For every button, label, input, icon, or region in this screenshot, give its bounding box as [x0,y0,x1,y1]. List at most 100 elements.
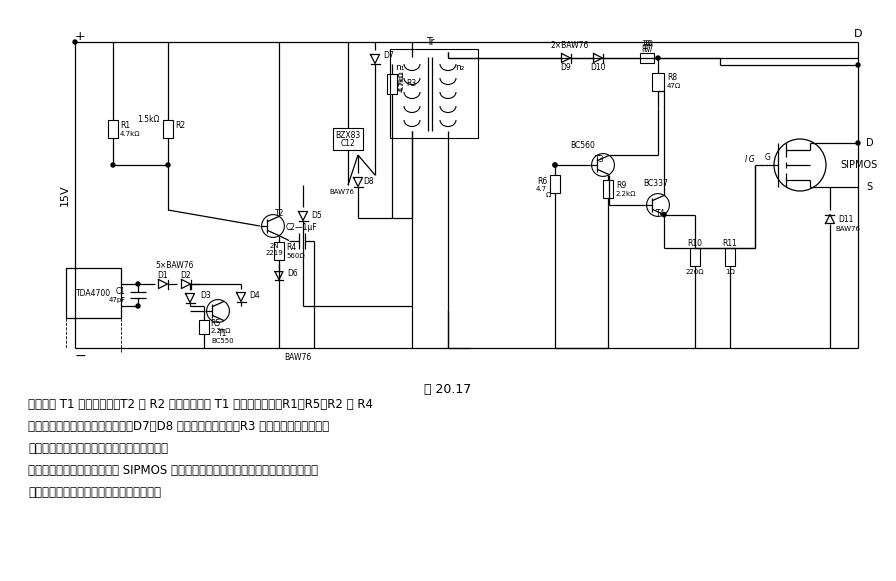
Text: R2: R2 [175,121,185,131]
Text: R7: R7 [642,45,653,55]
Text: 图 20.17: 图 20.17 [425,383,471,396]
Text: 4.7: 4.7 [536,186,547,192]
Text: R5: R5 [211,318,221,328]
Text: R9: R9 [616,181,626,190]
Text: T4: T4 [656,209,666,217]
Text: C2—1μF: C2—1μF [286,223,317,232]
Bar [66,268,121,318]
Text: R1: R1 [120,121,130,131]
Text: T1: T1 [219,328,228,338]
Text: BZX83: BZX83 [335,131,360,141]
Text: D1: D1 [158,271,168,279]
Bar [640,53,653,63]
Text: T2: T2 [275,210,285,218]
Text: R7: R7 [642,45,651,55]
Text: R4: R4 [286,243,297,252]
Text: 15V: 15V [60,184,70,206]
Text: R11: R11 [722,238,737,248]
Text: R8: R8 [667,74,677,83]
Text: 2.2kΩ: 2.2kΩ [616,191,636,196]
Bar [725,248,735,266]
Text: D: D [854,29,862,39]
Text: 4.7kΩ: 4.7kΩ [399,71,405,91]
Circle shape [656,56,660,60]
Text: 个，每个次级绕组都要有自己的放电回路。: 个，每个次级绕组都要有自己的放电回路。 [28,486,161,499]
Bar [690,248,700,266]
Text: D5: D5 [311,211,322,221]
Bar [333,128,363,150]
Bar [652,73,664,91]
Text: D11: D11 [838,214,853,224]
Circle shape [856,63,860,67]
Text: 1Ω: 1Ω [642,40,651,46]
Bar [390,49,478,138]
Text: n₂: n₂ [455,63,465,71]
Text: +: + [74,30,85,42]
Circle shape [111,163,115,167]
Text: D3: D3 [200,290,211,299]
Text: D8: D8 [363,178,374,187]
Bar [274,242,284,260]
Circle shape [136,304,140,308]
Text: T3: T3 [595,156,605,164]
Text: 2N: 2N [269,243,279,249]
Text: 1Ω: 1Ω [725,269,735,275]
Text: 4.7kΩ: 4.7kΩ [120,131,141,137]
Text: BC550: BC550 [211,338,235,344]
Text: BC337: BC337 [643,178,668,188]
Text: D4: D4 [249,290,260,299]
Text: C1: C1 [116,286,126,296]
Bar [108,120,118,138]
Text: 2×BAW76: 2×BAW76 [551,41,590,51]
Text: 该电路的特点是适于多个 SIPMOS 晶体管同时控制，此时变压器次级绕组可以有多: 该电路的特点是适于多个 SIPMOS 晶体管同时控制，此时变压器次级绕组可以有多 [28,464,318,477]
Text: G: G [765,152,771,162]
Text: D9: D9 [561,63,572,73]
Text: 47pF: 47pF [108,297,126,303]
Text: BAW76: BAW76 [329,189,354,195]
Circle shape [553,163,557,167]
Text: 220Ω: 220Ω [685,269,704,275]
Text: Tr: Tr [426,37,435,47]
Text: 该电路中 T1 用作反相级，T2 由 R2 控制，并可由 T1 使之快速截止。R1、R5、R2 和 R4: 该电路中 T1 用作反相级，T2 由 R2 控制，并可由 T1 使之快速截止。R… [28,398,373,411]
Text: D7: D7 [383,51,393,59]
Circle shape [662,213,666,217]
Bar [387,74,397,94]
Text: TDA4700: TDA4700 [76,289,111,297]
Text: I G: I G [745,155,754,163]
Text: S: S [866,182,872,192]
Text: D10: D10 [590,63,606,73]
Bar [199,320,209,334]
Text: SIPMOS: SIPMOS [840,160,877,170]
Text: −: − [74,349,86,363]
Bar [550,175,560,193]
Text: 1.5kΩ: 1.5kΩ [138,116,160,124]
Text: 5×BAW76: 5×BAW76 [155,261,194,271]
Text: D: D [866,138,874,148]
Text: R6: R6 [537,177,547,185]
Text: n₁: n₁ [395,63,405,71]
Text: 560Ω: 560Ω [286,253,305,259]
Text: R3: R3 [406,80,417,88]
Text: 47Ω: 47Ω [667,83,681,89]
Text: BAW76: BAW76 [284,353,311,363]
Bar [603,180,613,198]
Text: Ω: Ω [546,192,551,198]
Circle shape [553,163,557,167]
Text: D6: D6 [287,269,297,278]
Text: C12: C12 [340,139,356,149]
Bar [163,120,173,138]
Text: 2.2kΩ: 2.2kΩ [211,328,231,334]
Text: BC560: BC560 [571,141,596,149]
Circle shape [136,282,140,286]
Text: 1Ω: 1Ω [643,40,653,46]
Text: 4.7kΩ: 4.7kΩ [399,71,405,92]
Text: 用于防止电源电压升高时误导通，D7、D8 用于使变压器去磁，R3 用于衰减可能产生的振: 用于防止电源电压升高时误导通，D7、D8 用于使变压器去磁，R3 用于衰减可能产… [28,420,329,433]
Text: 荡。变压器次级部分元件的功能与初级类似。: 荡。变压器次级部分元件的功能与初级类似。 [28,442,168,455]
Circle shape [73,40,77,44]
Text: R10: R10 [687,238,702,248]
Text: 2219: 2219 [265,250,283,256]
Circle shape [166,163,170,167]
Text: BAW76: BAW76 [835,226,860,232]
Circle shape [856,141,860,145]
Text: D2: D2 [181,271,192,279]
